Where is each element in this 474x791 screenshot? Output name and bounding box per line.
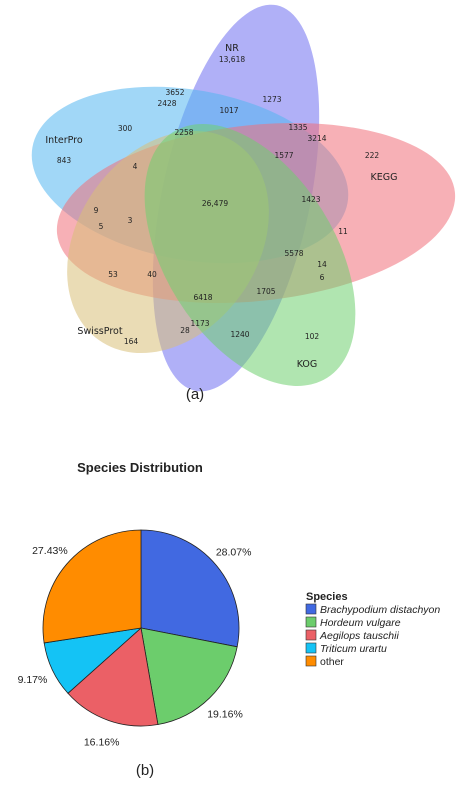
pie-legend-swatch (305, 603, 317, 615)
venn-region-count: 4 (133, 162, 138, 171)
pie-slice (42, 529, 142, 644)
venn-ellipse-kog (144, 124, 356, 386)
pie-slice (67, 627, 159, 727)
venn-region-count: 1273 (262, 95, 281, 104)
venn-label-swissprot: SwissProt (77, 326, 122, 337)
pie-legend-label: Triticum urartu (320, 643, 387, 655)
pie-slice (140, 627, 238, 725)
venn-region-count: 1335 (288, 123, 307, 132)
venn-region-count: 1577 (274, 151, 293, 160)
pie-labels: 28.07% 19.16% 16.16% 9.17% 27.43% (18, 545, 252, 748)
venn-region-count: 14 (317, 260, 327, 269)
venn-label-nr: NR (225, 43, 239, 54)
venn-region-count: 3214 (307, 134, 326, 143)
pie-title: Species Distribution (77, 460, 203, 475)
pie-slice-label: 16.16% (84, 736, 120, 748)
venn-region-count: 6 (320, 273, 325, 282)
venn-label-interpro: InterPro (45, 135, 83, 146)
venn-region-count: 2428 (157, 99, 176, 108)
venn-region-count: 11 (338, 227, 348, 236)
venn-region-count: 5 (99, 222, 104, 231)
venn-diagram: NR 13,618 InterPro 843 KEGG 222 SwissPro… (31, 4, 456, 403)
pie-chart: Species Distribution 28.07% 19.16% 16.16% 9… (18, 460, 441, 779)
venn-total-kog: 102 (305, 332, 320, 341)
venn-region-count: 40 (147, 270, 157, 279)
venn-region-count: 1423 (301, 195, 320, 204)
pie-legend-label: Aegilops tauschii (319, 630, 399, 642)
pie-legend-label: Hordeum vulgare (320, 617, 401, 629)
venn-region-count: 1173 (190, 319, 209, 328)
pie-slice-label: 27.43% (32, 545, 68, 557)
venn-region-count: 53 (108, 270, 118, 279)
venn-caption: (a) (186, 386, 204, 403)
venn-region-count: 28 (180, 326, 190, 335)
venn-region-count: 1240 (230, 330, 249, 339)
pie-slices (42, 529, 240, 727)
venn-total-kegg: 222 (365, 151, 380, 160)
pie-slice-label: 19.16% (207, 709, 243, 721)
venn-region-count: 9 (94, 206, 99, 215)
pie-legend-swatch (305, 642, 317, 654)
pie-legend-label: Brachypodium distachyon (320, 604, 440, 616)
venn-region-count: 1705 (256, 287, 275, 296)
venn-total-swissprot: 164 (124, 337, 139, 346)
pie-legend-swatch (305, 655, 317, 667)
pie-caption: (b) (136, 762, 154, 779)
venn-total-interpro: 843 (57, 156, 72, 165)
venn-region-count: 5578 (284, 249, 303, 258)
pie-legend-label: other (320, 656, 344, 668)
venn-region-count: 3 (128, 216, 133, 225)
venn-region-count: 1017 (219, 106, 238, 115)
venn-label-kog: KOG (297, 359, 318, 370)
venn-region-count: 26,479 (202, 199, 228, 208)
venn-region-count: 300 (118, 124, 133, 133)
pie-legend-swatch (305, 629, 317, 641)
pie-slice-label: 9.17% (18, 674, 48, 686)
venn-label-kegg: KEGG (371, 172, 398, 183)
pie-legend-swatch (305, 616, 317, 628)
venn-region-count: 3652 (165, 88, 184, 97)
venn-region-count: 2258 (174, 128, 193, 137)
pie-legend-title: Species (306, 591, 348, 603)
venn-total-nr: 13,618 (219, 55, 245, 64)
venn-region-count: 6418 (193, 293, 212, 302)
pie-slice (140, 529, 240, 648)
pie-slice-label: 28.07% (216, 547, 252, 559)
